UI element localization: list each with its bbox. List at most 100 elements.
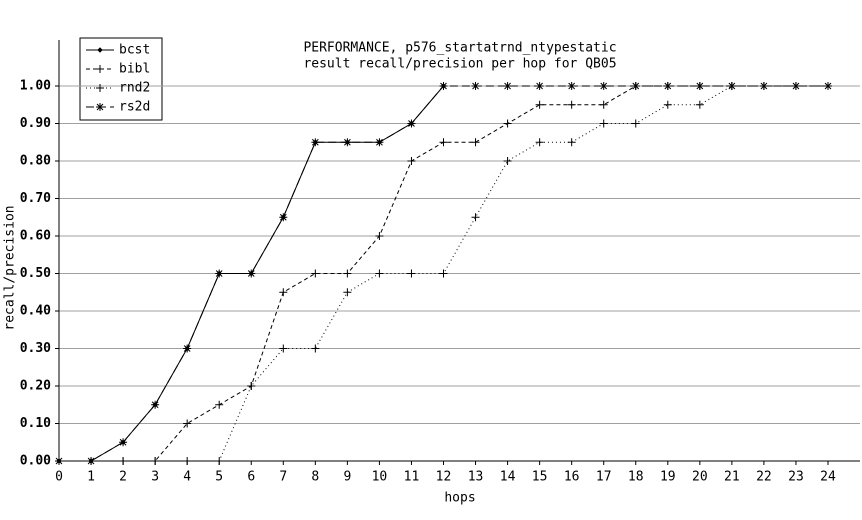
x-tick-label: 5 bbox=[215, 470, 223, 485]
x-tick-label: 10 bbox=[372, 470, 388, 485]
marker bbox=[439, 138, 448, 147]
y-tick-label: 0.90 bbox=[20, 116, 51, 131]
chart-title: PERFORMANCE, p576_startatrnd_ntypestatic bbox=[303, 41, 616, 56]
x-tick-label: 21 bbox=[724, 470, 740, 485]
marker bbox=[471, 138, 480, 147]
x-tick-label: 16 bbox=[564, 470, 580, 485]
legend-label: bcst bbox=[119, 43, 150, 58]
marker bbox=[535, 138, 544, 147]
marker bbox=[279, 288, 288, 297]
marker bbox=[439, 82, 448, 90]
marker bbox=[663, 100, 672, 109]
x-tick-label: 17 bbox=[596, 470, 612, 485]
marker bbox=[215, 269, 224, 278]
x-tick-label: 6 bbox=[247, 470, 255, 485]
marker bbox=[343, 138, 352, 147]
marker bbox=[183, 419, 192, 428]
marker bbox=[87, 457, 96, 465]
y-tick-label: 0.40 bbox=[20, 304, 51, 319]
marker bbox=[311, 269, 320, 278]
y-tick-label: 0.70 bbox=[20, 191, 51, 206]
marker bbox=[247, 269, 256, 278]
x-tick-label: 11 bbox=[404, 470, 420, 485]
marker bbox=[375, 232, 384, 240]
marker bbox=[215, 457, 224, 465]
marker bbox=[663, 82, 672, 90]
y-tick-label: 0.60 bbox=[20, 229, 51, 244]
marker bbox=[535, 82, 544, 90]
marker bbox=[439, 269, 448, 278]
marker bbox=[279, 344, 288, 353]
y-tick-label: 0.30 bbox=[20, 341, 51, 356]
marker bbox=[311, 138, 320, 147]
x-tick-label: 1 bbox=[87, 470, 95, 485]
legend-box bbox=[79, 37, 163, 121]
marker bbox=[503, 119, 512, 128]
marker bbox=[343, 288, 352, 297]
marker bbox=[96, 65, 104, 73]
x-tick-label: 22 bbox=[756, 470, 772, 485]
marker bbox=[375, 138, 384, 147]
marker bbox=[183, 344, 192, 353]
x-tick-label: 20 bbox=[692, 470, 708, 485]
x-tick-label: 8 bbox=[311, 470, 319, 485]
x-tick-label: 14 bbox=[500, 470, 516, 485]
marker bbox=[695, 82, 704, 90]
x-tick-label: 7 bbox=[279, 470, 287, 485]
marker bbox=[407, 269, 416, 278]
x-tick-label: 0 bbox=[55, 470, 63, 485]
marker bbox=[503, 157, 512, 165]
chart-subtitle: result recall/precision per hop for QB05 bbox=[303, 57, 616, 72]
x-tick-label: 18 bbox=[628, 470, 644, 485]
x-tick-label: 24 bbox=[820, 470, 836, 485]
legend-label: rnd2 bbox=[119, 81, 150, 96]
marker bbox=[119, 438, 128, 447]
x-tick-label: 9 bbox=[343, 470, 351, 485]
marker bbox=[279, 213, 288, 222]
x-tick-label: 3 bbox=[151, 470, 159, 485]
marker bbox=[151, 400, 160, 409]
marker bbox=[471, 82, 480, 90]
marker bbox=[97, 47, 103, 53]
marker bbox=[599, 82, 608, 90]
y-tick-label: 0.20 bbox=[20, 379, 51, 394]
marker bbox=[343, 269, 352, 278]
y-tick-label: 0.50 bbox=[20, 266, 51, 281]
marker bbox=[599, 100, 608, 109]
marker bbox=[567, 100, 576, 109]
marker bbox=[824, 82, 832, 90]
marker bbox=[791, 82, 800, 90]
marker bbox=[151, 457, 160, 465]
y-tick-label: 0.00 bbox=[20, 454, 51, 469]
marker bbox=[247, 382, 256, 390]
y-tick-label: 1.00 bbox=[20, 79, 51, 94]
x-tick-label: 13 bbox=[468, 470, 484, 485]
marker bbox=[183, 457, 192, 465]
marker bbox=[407, 119, 416, 128]
x-axis-label: hops bbox=[444, 491, 475, 506]
x-tick-label: 19 bbox=[660, 470, 676, 485]
marker bbox=[567, 138, 576, 147]
x-tick-label: 12 bbox=[436, 470, 452, 485]
marker bbox=[96, 84, 104, 92]
marker bbox=[311, 344, 320, 353]
marker bbox=[535, 100, 544, 109]
x-tick-label: 15 bbox=[532, 470, 548, 485]
legend-label: bibl bbox=[119, 62, 150, 77]
marker bbox=[407, 157, 416, 165]
marker bbox=[599, 119, 608, 128]
marker bbox=[471, 213, 480, 222]
marker bbox=[567, 82, 576, 90]
marker bbox=[96, 103, 104, 111]
marker bbox=[631, 82, 640, 90]
y-tick-label: 0.80 bbox=[20, 154, 51, 169]
y-axis-label: recall/precision bbox=[3, 205, 18, 330]
marker bbox=[55, 457, 63, 465]
x-tick-label: 23 bbox=[788, 470, 804, 485]
marker bbox=[375, 269, 384, 278]
x-tick-label: 4 bbox=[183, 470, 191, 485]
marker bbox=[503, 82, 512, 90]
marker bbox=[119, 457, 128, 465]
marker bbox=[215, 400, 224, 409]
